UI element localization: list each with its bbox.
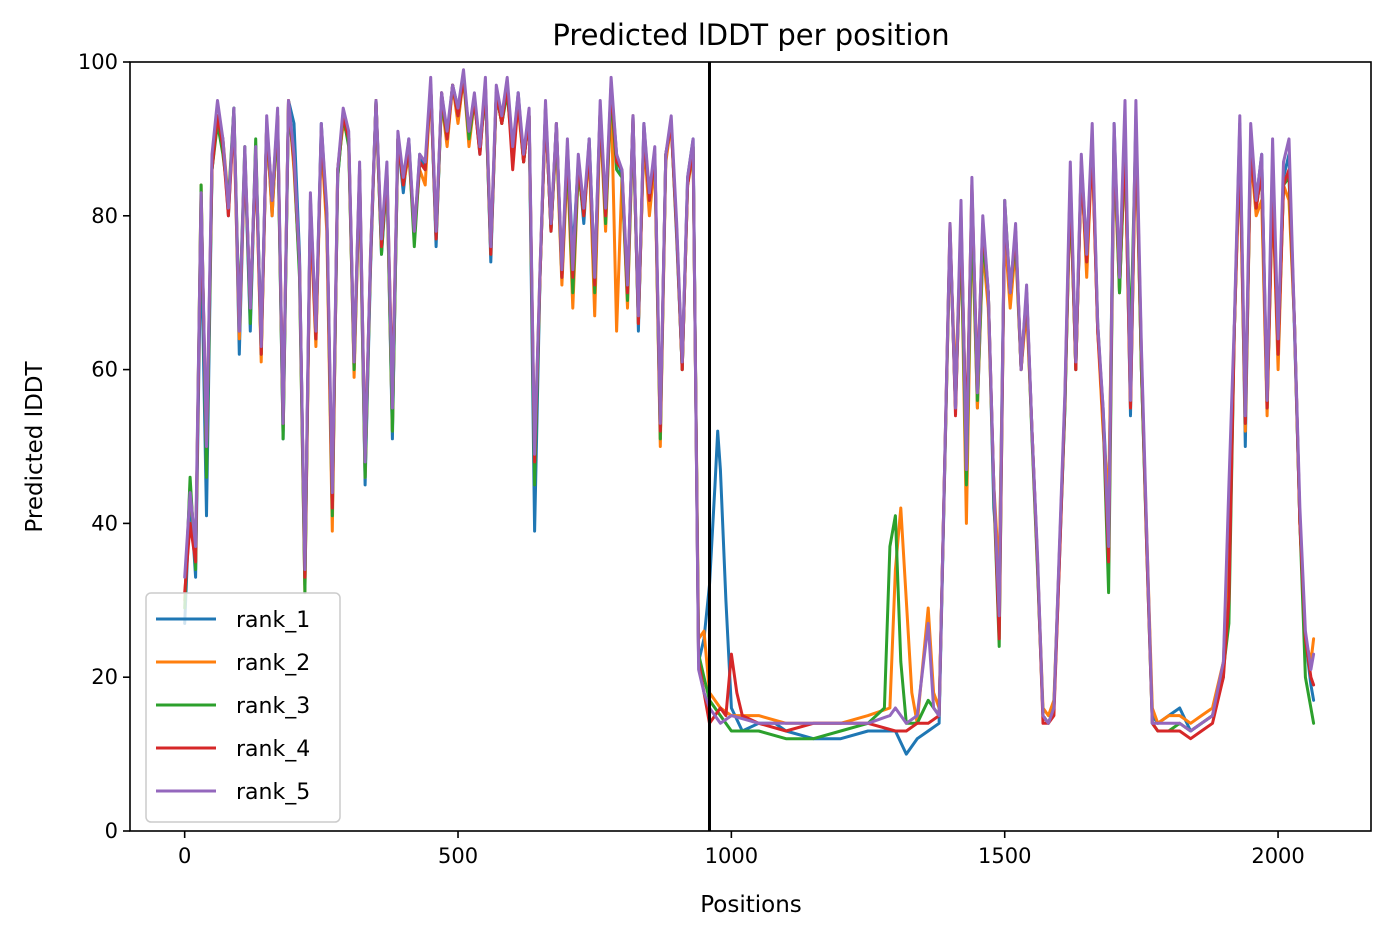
x-axis-ticks: 0 500 1000 1500 2000	[178, 831, 1305, 868]
y-tick-label: 40	[91, 511, 118, 535]
y-tick-label: 80	[91, 204, 118, 228]
legend-label-2: rank_2	[236, 651, 310, 676]
legend: rank_1 rank_2 rank_3 rank_4 rank_5	[145, 592, 341, 823]
legend-label-5: rank_5	[236, 780, 310, 805]
legend-label-1: rank_1	[236, 608, 310, 633]
y-tick-label: 0	[105, 819, 118, 843]
legend-label-4: rank_4	[236, 737, 310, 762]
y-axis-label: Predicted lDDT	[22, 360, 48, 532]
x-tick-label: 0	[178, 844, 191, 868]
x-tick-label: 1000	[705, 844, 758, 868]
y-axis-ticks: 0 20 40 60 80 100	[78, 50, 130, 843]
legend-box	[145, 592, 341, 823]
chart-title: Predicted lDDT per position	[552, 18, 949, 52]
x-axis-label: Positions	[700, 892, 802, 918]
x-tick-label: 2000	[1251, 844, 1304, 868]
legend-label-3: rank_3	[236, 694, 310, 719]
y-tick-label: 20	[91, 665, 118, 689]
series-layer	[183, 68, 1316, 756]
x-tick-label: 500	[438, 844, 478, 868]
x-tick-label: 1500	[978, 844, 1031, 868]
series-line-5	[183, 68, 1316, 733]
y-tick-label: 60	[91, 358, 118, 382]
plot-frame	[129, 61, 1372, 832]
y-tick-label: 100	[78, 50, 118, 74]
